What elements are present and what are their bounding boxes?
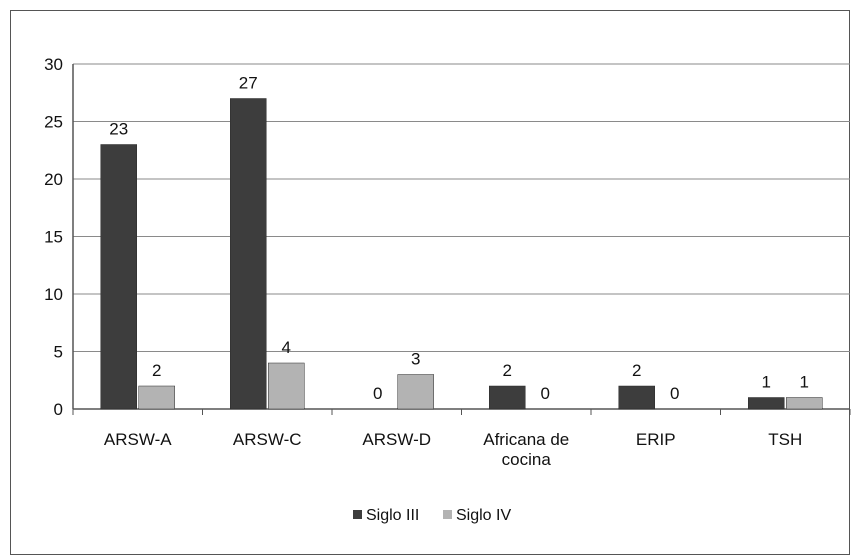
y-tick-label: 5: [54, 343, 63, 362]
bar-siglo-iv: [786, 397, 823, 410]
data-label: 4: [282, 338, 291, 357]
legend-swatch: [443, 510, 452, 519]
x-category-label: ARSW-C: [233, 430, 302, 449]
data-label: 2: [503, 361, 512, 380]
data-label: 2: [152, 361, 161, 380]
y-tick-label: 0: [54, 400, 63, 419]
x-category-label: Africana de: [483, 430, 569, 449]
legend-swatch: [353, 510, 362, 519]
data-label: 23: [109, 120, 128, 139]
bar-siglo-iii: [100, 144, 137, 410]
x-category-label: ARSW-D: [362, 430, 431, 449]
data-label: 0: [541, 384, 550, 403]
data-label: 1: [800, 373, 809, 392]
y-tick-label: 25: [44, 113, 63, 132]
data-label: 3: [411, 350, 420, 369]
bar-siglo-iv: [138, 385, 175, 410]
legend-label: Siglo IV: [456, 507, 511, 524]
x-category-label: ARSW-A: [104, 430, 172, 449]
y-tick-label: 20: [44, 170, 63, 189]
bar-chart: 051015202530232ARSW-A274ARSW-C03ARSW-D20…: [44, 55, 851, 524]
data-label: 1: [762, 373, 771, 392]
bar-siglo-iii: [618, 385, 655, 410]
data-label: 0: [670, 384, 679, 403]
y-tick-label: 15: [44, 228, 63, 247]
y-tick-label: 10: [44, 285, 63, 304]
data-label: 2: [632, 361, 641, 380]
bar-siglo-iii: [489, 385, 526, 410]
bar-siglo-iv: [268, 362, 305, 410]
legend-label: Siglo III: [366, 507, 419, 524]
y-tick-label: 30: [44, 55, 63, 74]
data-label: 0: [373, 384, 382, 403]
bar-siglo-iii: [748, 397, 785, 410]
x-category-label: ERIP: [636, 430, 676, 449]
bar-siglo-iii: [230, 98, 267, 410]
bar-siglo-iv: [397, 374, 434, 410]
data-label: 27: [239, 74, 258, 93]
x-category-label: TSH: [768, 430, 802, 449]
x-category-label: cocina: [502, 450, 552, 469]
chart-frame: [10, 10, 850, 555]
